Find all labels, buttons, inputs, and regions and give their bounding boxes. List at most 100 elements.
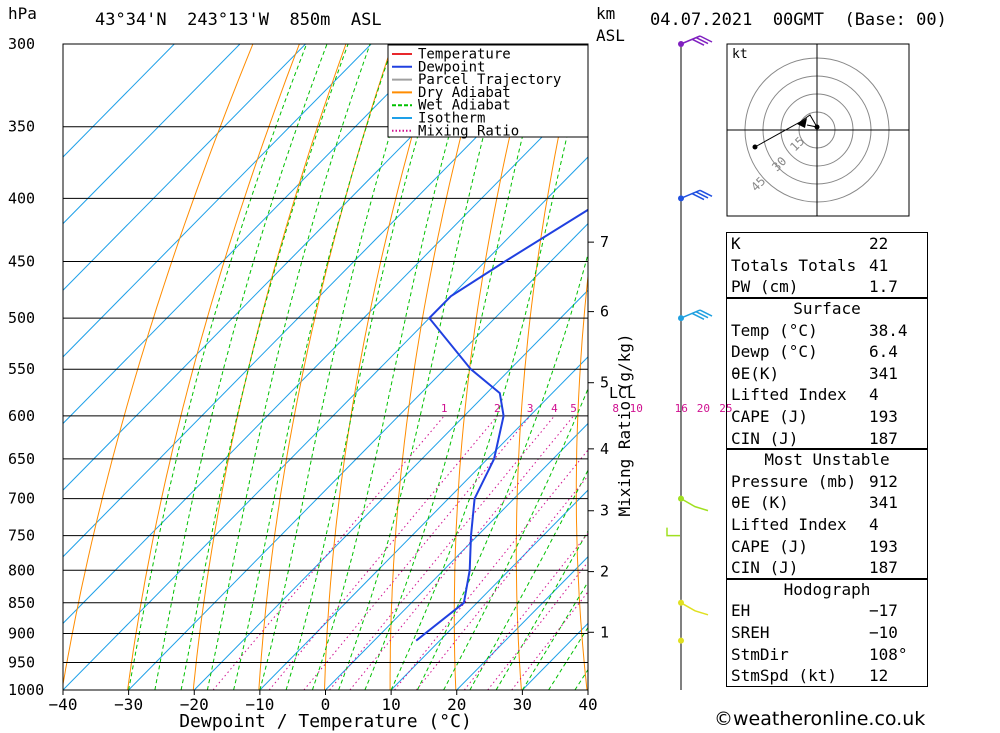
wet-adiabat-line [311,44,476,690]
dry-adiabat-line [258,44,393,690]
dry-adiabat-line [634,44,671,690]
mixing-ratio-line [329,415,555,690]
index-value: 187 [869,558,898,578]
index-value: 12 [869,666,889,686]
pressure-tick-label: 950 [8,653,35,671]
mixing-ratio-line [487,561,588,690]
index-value: 4 [869,385,879,405]
index-row: CAPE (J) 193 [727,535,927,557]
x-tick-label: 30 [513,695,532,714]
index-label: StmSpd (kt) [731,666,837,686]
wind-barb [691,312,705,320]
index-label: Temp (°C) [731,320,818,340]
mixing-ratio-line [349,415,574,690]
index-label: Dewp (°C) [731,342,818,362]
isotherm-line [63,156,588,690]
index-label: Lifted Index [731,385,847,405]
wet-adiabat-line [416,252,588,690]
wet-adiabat-line [443,387,588,690]
pressure-tick-label: 650 [8,450,35,468]
index-row: StmSpd (kt) 12 [727,665,927,687]
pressure-unit-label: hPa [8,4,37,23]
pressure-tick-label: 450 [8,253,35,271]
pressure-tick-label: 1000 [8,681,44,699]
axes: 1 2 3 4 5 8 10 16 20 25−40 −30 −20 −10 0 10 20 30 40Dewpo… [49,233,733,732]
wind-barb [680,35,701,45]
index-value: 41 [869,255,889,275]
legend-box [387,44,589,138]
isotherm-line [128,222,588,690]
wind-barb [680,189,701,200]
km-unit-label: km [596,4,616,23]
index-label: Totals Totals [731,255,857,275]
wet-adiabat-line [495,530,588,690]
legend-label: Wet Adiabat [418,98,511,114]
dry-adiabat-line [691,44,719,690]
km-tick-label: 3 [600,502,609,520]
km-tick-label: 5 [600,374,609,392]
wind-barb [695,311,709,319]
legend-label: Dewpoint [418,59,485,75]
index-row: CIN (J) 187 [727,427,927,449]
dry-adiabat-line [515,44,579,690]
wet-adiabat-line [338,44,509,690]
dry-adiabat-line [127,44,300,690]
copyright-footer: ©weatheronline.co.uk [714,708,926,730]
mixing-ratio-label: 25 [719,402,732,415]
index-row: Dewp (°C) 6.4 [727,341,927,363]
isotherm-line [63,44,306,291]
pressure-tick-label: 600 [8,407,35,425]
wet-adiabat-line [233,44,394,690]
x-tick-label: 10 [381,695,400,714]
section-title: Surface [793,299,861,319]
index-row: EH −17 [727,600,927,622]
index-value: 38.4 [869,320,908,340]
wet-adiabat-line [128,44,308,690]
km-tick-label: 1 [600,623,609,641]
index-value: 1.7 [869,277,898,297]
wind-barb [680,497,709,512]
isotherm-line [456,556,588,690]
wind-barb [691,192,705,201]
wind-barb [680,602,709,616]
datetime-title: 04.07.2021 00GMT (Base: 00) [650,10,947,30]
x-tick-label: 20 [447,695,466,714]
x-axis-label: Dewpoint / Temperature (°C) [179,711,472,732]
index-label: CAPE (J) [731,407,809,427]
wind-barb [691,38,705,46]
mixing-ratio-label: 4 [551,402,558,415]
legend-label: Dry Adiabat [418,85,511,101]
indices-section-title: Most Unstable [727,449,927,471]
wind-barb [666,527,680,537]
x-tick-label: −30 [114,695,143,714]
dry-adiabat-line [389,44,486,690]
indices-group: Surface Temp (°C) 38.4 Dewp (°C) 6.4 θE(K) 341… [726,296,928,450]
x-tick-label: 40 [578,695,597,714]
mixing-ratio-line [303,415,531,690]
index-row: Temp (°C) 38.4 [727,319,927,341]
wind-barb [680,309,701,319]
legend-label: Parcel Trajectory [418,72,561,88]
indices-group: K 22 Totals Totals 41 PW (cm) 1.7 [726,232,928,299]
pressure-grid: 300 350 400 450 500 550 600 650 700 750 800 850 900 9… [8,35,588,699]
location-title: 43°34'N 243°13'W 850m ASL [95,10,382,30]
wet-adiabat-line [154,44,328,690]
index-value: 108° [869,644,908,664]
index-label: K [731,234,741,254]
isotherm-line [63,89,588,625]
index-label: Lifted Index [731,515,847,535]
x-tick-label: 0 [321,695,331,714]
isotherm-line [63,44,569,558]
mixing-ratio-label: 20 [697,402,710,415]
index-row: SREH −10 [727,622,927,644]
dewpoint-line [415,208,588,642]
km-tick-label: 2 [600,563,609,581]
mixing-ratio-label: 10 [630,402,643,415]
dry-adiabat-line [192,44,347,690]
index-row: Lifted Index 4 [727,384,927,406]
isotherm-line [63,44,438,425]
isotherm-line [390,489,588,690]
pressure-tick-label: 300 [8,35,35,53]
